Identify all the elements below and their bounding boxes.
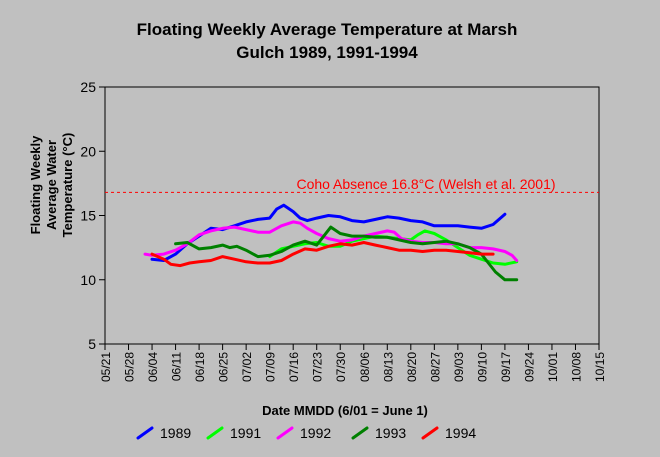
legend-swatch <box>136 426 154 440</box>
x-tick-label: 06/25 <box>217 352 231 382</box>
legend-swatch <box>206 426 224 440</box>
x-tick-label: 07/16 <box>287 352 301 382</box>
x-tick-label: 10/01 <box>546 352 560 382</box>
x-tick-label: 06/18 <box>193 352 207 382</box>
legend-item-1994: 1994 <box>421 425 476 441</box>
x-tick-label: 09/03 <box>452 352 466 382</box>
x-tick-label: 08/20 <box>405 352 419 382</box>
y-tick-label: 5 <box>88 336 96 352</box>
series-line-1994 <box>150 241 495 268</box>
x-tick-label: 10/15 <box>593 352 607 382</box>
legend-item-1989: 1989 <box>136 425 191 441</box>
x-tick-label: 06/11 <box>170 352 184 381</box>
x-tick-label: 09/24 <box>522 352 536 382</box>
x-tick-label: 08/13 <box>381 352 395 382</box>
x-axis-label: Date MMDD (6/01 = June 1) <box>262 403 428 418</box>
legend-label: 1992 <box>300 425 331 441</box>
legend-label: 1991 <box>230 425 261 441</box>
reference-line-label: Coho Absence 16.8°C (Welsh et al. 2001) <box>296 176 555 192</box>
x-tick-label: 07/23 <box>311 352 325 382</box>
x-axis: 05/21 05/28 06/04 06/11 06/18 06/25 07/02 07/09… <box>99 344 607 382</box>
y-tick-label: 10 <box>80 272 96 288</box>
x-tick-label: 09/17 <box>499 352 513 382</box>
x-tick-label: 07/02 <box>240 352 254 382</box>
chart-title-line-2: Gulch 1989, 1991-1994 <box>236 43 418 62</box>
x-tick-label: 07/09 <box>264 352 278 382</box>
legend-item-1992: 1992 <box>276 425 331 441</box>
y-axis-label-line-2: Average Water <box>44 140 59 230</box>
legend-label: 1989 <box>160 425 191 441</box>
y-axis-label-line-1: Floating Weekly <box>28 135 43 234</box>
legend-swatch <box>276 426 294 440</box>
y-axis: 5 10 15 20 25 <box>80 79 105 352</box>
x-tick-label: 06/04 <box>146 352 160 382</box>
y-axis-label: Floating Weekly Average Water Temperatur… <box>28 133 75 238</box>
legend-label: 1993 <box>375 425 406 441</box>
y-tick-label: 20 <box>80 143 96 159</box>
x-tick-label: 05/21 <box>99 352 113 382</box>
legend: 1989 1991 1992 1993 1994 <box>136 425 476 441</box>
chart-title-line-1: Floating Weekly Average Temperature at M… <box>137 20 518 39</box>
y-tick-label: 25 <box>80 79 96 95</box>
plot-area <box>104 86 600 345</box>
legend-swatch <box>421 426 439 440</box>
x-tick-label: 05/28 <box>123 352 137 382</box>
legend-swatch <box>351 426 369 440</box>
legend-item-1993: 1993 <box>351 425 406 441</box>
y-tick-label: 15 <box>80 208 96 224</box>
x-tick-label: 09/10 <box>475 352 489 382</box>
x-tick-label: 10/08 <box>569 352 583 382</box>
x-tick-label: 07/30 <box>334 352 348 382</box>
series-line-1993 <box>174 225 519 282</box>
y-axis-label-line-3: Temperature (°C) <box>60 133 75 238</box>
x-tick-label: 08/27 <box>428 352 442 382</box>
x-tick-label: 08/06 <box>358 352 372 382</box>
legend-item-1991: 1991 <box>206 425 261 441</box>
legend-label: 1994 <box>445 425 476 441</box>
series-lines <box>143 203 519 282</box>
